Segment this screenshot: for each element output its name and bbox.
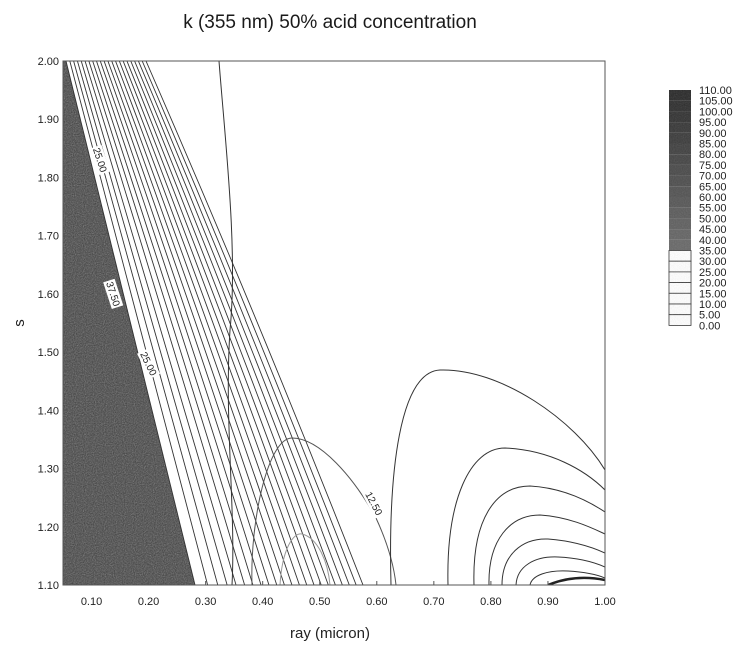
contour-label-bg: [137, 348, 161, 379]
legend-label: 5.00: [699, 310, 720, 322]
y-tick-label: 1.30: [38, 464, 59, 476]
contour-line: [107, 61, 293, 585]
legend-label: 45.00: [699, 224, 727, 236]
legend-label: 100.00: [699, 106, 733, 118]
contour-line: [137, 61, 350, 585]
legend-grain: [669, 90, 691, 326]
y-tick-label: 1.40: [38, 405, 59, 417]
legend-label: 60.00: [699, 192, 727, 204]
y-tick-label: 1.50: [38, 347, 59, 359]
y-tick-label: 1.10: [38, 580, 59, 592]
contour-lines: [65, 61, 605, 585]
contour-line: [218, 61, 234, 585]
x-tick-label: 0.60: [366, 596, 387, 608]
legend-label: 25.00: [699, 267, 727, 279]
contour-label-bg: [90, 144, 111, 176]
contour-line: [130, 61, 336, 585]
legend-label: 35.00: [699, 246, 727, 258]
contour-line: [115, 61, 308, 585]
x-tick-label: 0.70: [423, 596, 444, 608]
x-axis-label: ray (micron): [290, 625, 370, 642]
contour-line: [515, 556, 605, 585]
contour-line: [92, 61, 262, 585]
contour-line: [547, 576, 605, 585]
x-tick-label: 0.80: [480, 596, 501, 608]
legend-label: 80.00: [699, 149, 727, 161]
legend-label: 50.00: [699, 213, 727, 225]
contour-line: [145, 61, 364, 585]
contour-line: [99, 61, 278, 585]
contour-line: [488, 514, 605, 585]
contour-line: [103, 61, 285, 585]
contour-line: [141, 61, 357, 585]
legend-label: 85.00: [699, 139, 727, 151]
y-tick-label: 1.80: [38, 172, 59, 184]
contour-line: [122, 61, 322, 585]
legend-label: 110.00: [699, 85, 732, 97]
legend-label: 95.00: [699, 117, 727, 129]
contour-line: [118, 61, 315, 585]
dense-contour-region: [63, 61, 195, 585]
contour-line: [73, 61, 219, 585]
contour-line: [126, 61, 329, 585]
contour-line: [96, 61, 270, 585]
legend-label: 20.00: [699, 278, 727, 290]
contour-line: [390, 369, 605, 585]
contour-line: [251, 437, 397, 585]
contour-line: [529, 570, 605, 585]
legend-label: 40.00: [699, 235, 727, 247]
contour-line: [111, 61, 300, 585]
contour-line: [447, 447, 605, 585]
legend-label: 55.00: [699, 203, 727, 215]
y-tick-label: 2.00: [38, 56, 59, 68]
contour-label-bg: [362, 488, 386, 519]
x-axis: 0.10 0.20 0.30 0.40 0.50 0.60 0.70 0.80 0.90 1.00: [81, 581, 616, 608]
plot-frame: [62, 60, 606, 586]
x-tick-label: 0.40: [252, 596, 273, 608]
legend-label: 30.00: [699, 256, 727, 268]
x-tick-label: 0.90: [537, 596, 558, 608]
contour-label-bg: [103, 278, 124, 310]
x-tick-label: 0.50: [309, 596, 330, 608]
contour-line: [84, 61, 246, 585]
color-legend: 110.00105.00100.0095.0090.0085.0080.0075…: [668, 85, 733, 332]
legend-label: 105.00: [699, 96, 733, 108]
y-tick-label: 1.70: [38, 231, 59, 243]
dense-grain: [63, 61, 195, 585]
contour-line: [76, 61, 228, 585]
x-tick-label: 0.30: [195, 596, 216, 608]
y-tick-label: 1.60: [38, 289, 59, 301]
x-tick-label: 0.20: [138, 596, 159, 608]
y-axis-label: s: [11, 319, 28, 327]
contour-line: [65, 61, 196, 585]
legend-label: 15.00: [699, 288, 727, 300]
legend-label: 90.00: [699, 128, 727, 140]
legend-label: 0.00: [699, 320, 720, 332]
y-axis: 1.10 1.20 1.30 1.40 1.50 1.60 1.70 1.80 1.90 2.00: [38, 56, 67, 592]
contour-line: [69, 61, 209, 585]
legend-label: 65.00: [699, 181, 727, 193]
x-tick-label: 1.00: [594, 596, 615, 608]
y-tick-label: 1.90: [38, 114, 59, 126]
legend-label: 10.00: [699, 299, 727, 311]
contour-line: [501, 538, 605, 585]
y-tick-label: 1.20: [38, 522, 59, 534]
chart-title: k (355 nm) 50% acid concentration: [183, 12, 477, 33]
contour-line: [279, 533, 331, 585]
legend-label: 70.00: [699, 171, 727, 183]
legend-label: 75.00: [699, 160, 727, 172]
contour-line: [88, 61, 254, 585]
x-tick-label: 0.10: [81, 596, 102, 608]
contour-line: [473, 485, 605, 585]
contour-line: [134, 61, 343, 585]
